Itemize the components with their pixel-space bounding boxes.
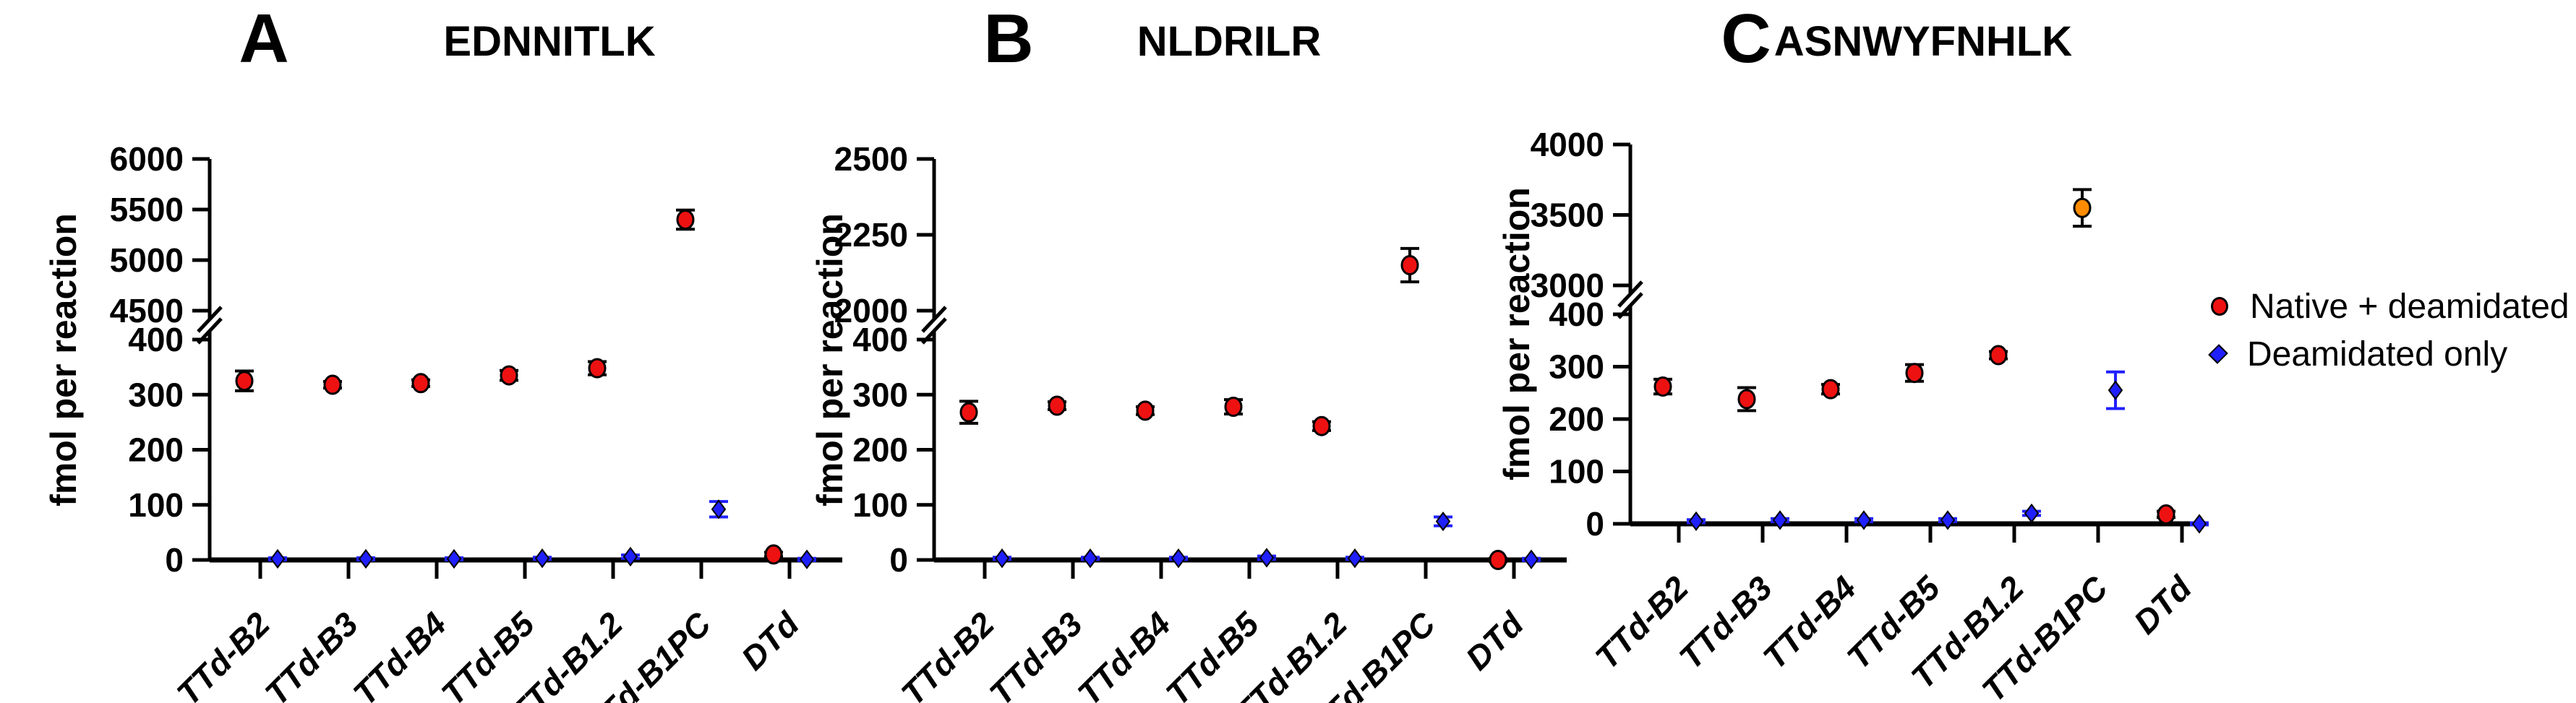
data-point-circle — [1312, 415, 1331, 436]
y-tick-label: 100 — [128, 486, 184, 524]
y-tick-label: 2500 — [834, 140, 908, 178]
y-tick-label: 300 — [1549, 348, 1604, 386]
y-tick-label: 6000 — [110, 140, 184, 178]
y-tick-label: 2250 — [834, 216, 908, 254]
panel-letter-b: B — [983, 0, 1034, 77]
y-tick-label: 4000 — [1531, 126, 1604, 163]
data-point-circle — [959, 402, 978, 423]
y-tick-label: 400 — [852, 321, 908, 358]
y-axis-title-b: fmol per reaction — [810, 213, 850, 506]
data-point-circle — [1905, 363, 1924, 384]
data-point-diamond — [270, 548, 286, 569]
legend-label: Deamidated only — [2247, 335, 2508, 374]
data-point-diamond — [1772, 510, 1788, 530]
data-point-circle — [1989, 345, 2008, 366]
data-point-circle — [588, 358, 607, 379]
x-category-label: TTd-B2 — [1588, 569, 1695, 676]
y-tick-label: 2000 — [834, 292, 908, 329]
legend: Native + deamidated Deamidated only — [2208, 287, 2569, 374]
panel-title-a: EDNNITLK — [443, 18, 656, 65]
blue-diamond-marker-icon — [2208, 344, 2228, 364]
axis-break-slash — [197, 306, 223, 333]
x-category-label: TTd-B4 — [1755, 569, 1863, 676]
legend-item-native-deamidated: Native + deamidated — [2211, 287, 2569, 326]
panel-title-b: NLDRILR — [1137, 18, 1322, 65]
data-point-diamond — [358, 548, 374, 569]
data-point-diamond — [446, 548, 462, 569]
x-category-label: DTd — [1458, 605, 1531, 678]
y-tick-label: 100 — [1549, 453, 1604, 491]
y-tick-label: 0 — [889, 541, 908, 579]
y-tick-label: 0 — [165, 541, 184, 579]
data-point-circle — [1821, 379, 1840, 400]
data-point-circle — [764, 544, 783, 565]
data-point-circle — [1653, 376, 1672, 397]
y-tick-label: 3000 — [1531, 267, 1604, 304]
data-point-circle — [1737, 389, 1756, 410]
data-point-diamond — [1523, 549, 1539, 569]
y-tick-label: 300 — [128, 376, 184, 413]
data-point-circle — [1489, 550, 1507, 570]
y-tick-label: 5000 — [110, 241, 184, 279]
data-point-circle — [2073, 197, 2092, 218]
y-axis-title-a: fmol per reaction — [43, 213, 84, 506]
data-point-diamond — [711, 499, 727, 519]
y-tick-label: 200 — [1549, 400, 1604, 438]
y-tick-label: 400 — [1549, 296, 1604, 333]
data-point-diamond — [2108, 380, 2123, 400]
data-point-diamond — [1940, 510, 1956, 530]
data-point-circle — [500, 365, 518, 386]
data-point-diamond — [1082, 548, 1098, 569]
x-category-label: TTd-B3 — [1672, 569, 1779, 676]
panel-letter-c: C — [1721, 0, 1771, 77]
x-category-label: DTd — [734, 605, 807, 678]
data-point-diamond — [994, 548, 1010, 569]
data-point-circle — [411, 373, 430, 394]
data-point-diamond — [1856, 510, 1872, 530]
x-category-label: DTd — [2126, 569, 2199, 642]
y-tick-label: 200 — [852, 431, 908, 469]
data-point-diamond — [1259, 548, 1275, 568]
y-tick-label: 4500 — [110, 292, 184, 329]
red-circle-marker-icon — [2211, 297, 2228, 316]
data-point-circle — [1224, 397, 1243, 418]
data-point-diamond — [534, 548, 550, 569]
y-tick-label: 100 — [852, 486, 908, 524]
data-point-circle — [235, 371, 254, 392]
data-point-circle — [1400, 255, 1419, 275]
data-point-diamond — [1347, 548, 1363, 569]
y-axis-title-c: fmol per reaction — [1497, 187, 1537, 480]
data-point-diamond — [1435, 511, 1451, 532]
data-point-circle — [1136, 400, 1155, 421]
data-point-diamond — [1171, 548, 1186, 569]
data-point-circle — [323, 374, 342, 395]
data-point-diamond — [2191, 514, 2207, 534]
data-point-circle — [1048, 395, 1066, 416]
axis-break-slash — [1617, 280, 1643, 308]
y-tick-label: 300 — [852, 376, 908, 413]
data-point-diamond — [622, 546, 638, 567]
y-tick-label: 3500 — [1531, 197, 1604, 234]
data-point-circle — [2157, 504, 2175, 525]
legend-item-deamidated-only: Deamidated only — [2208, 335, 2569, 374]
data-point-diamond — [799, 549, 815, 569]
panel-title-c: ASNWYFNHLK — [1773, 18, 2073, 65]
data-point-diamond — [1688, 511, 1704, 532]
axis-break-slash — [921, 306, 947, 333]
y-tick-label: 5500 — [110, 191, 184, 228]
y-tick-label: 400 — [128, 321, 184, 358]
data-point-circle — [676, 210, 695, 230]
panel-letter-a: A — [239, 0, 289, 77]
data-point-diamond — [2024, 503, 2040, 524]
y-tick-label: 0 — [1586, 505, 1604, 543]
y-tick-label: 200 — [128, 431, 184, 469]
legend-label: Native + deamidated — [2250, 287, 2569, 326]
